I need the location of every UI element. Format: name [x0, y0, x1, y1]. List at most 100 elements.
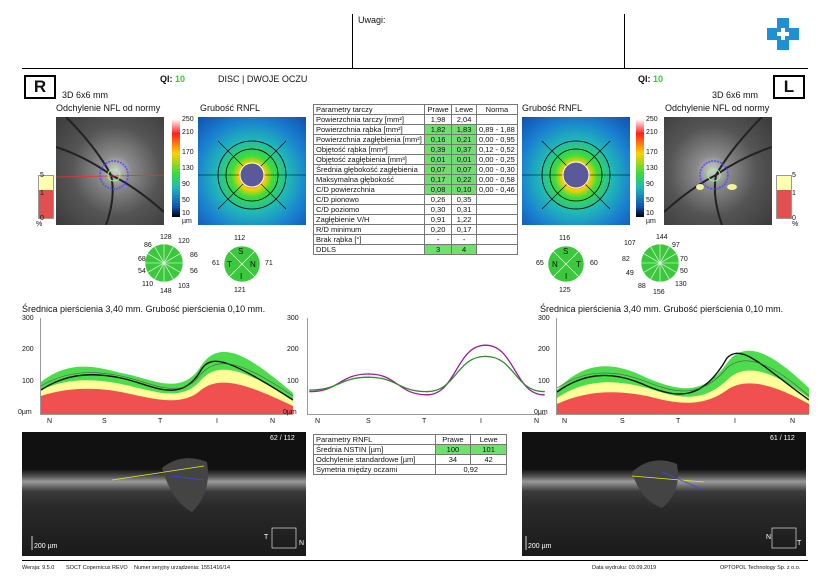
bscan-image-r[interactable] — [22, 432, 306, 556]
um-tick: 210 — [182, 129, 194, 136]
col-header: Parametry tarczy — [313, 104, 425, 115]
clock-value: 50 — [680, 268, 688, 275]
pct-tick: 5 — [792, 172, 796, 179]
value-left: 42 — [470, 454, 507, 465]
value-left: 1,83 — [451, 124, 477, 135]
value-left: 0,10 — [451, 184, 477, 195]
um-tick: 170 — [182, 149, 194, 156]
bscan-scale-r: 200 µm — [34, 543, 58, 550]
data-point — [367, 373, 370, 375]
data-point — [484, 355, 487, 358]
y-tick: 0µm — [534, 409, 548, 416]
value-right: 1,98 — [423, 114, 453, 125]
um-tick: 50 — [182, 197, 190, 204]
pct-tick: 1 — [792, 190, 796, 197]
scan-size-left: 3D 6x6 mm — [712, 90, 759, 100]
value-right: 0,16 — [423, 134, 453, 145]
y-tick: 100 — [287, 378, 299, 385]
table-row: Powierzchnia tarczy [mm²] 1,98 2,04 — [313, 114, 519, 125]
uwagi-field[interactable] — [357, 30, 619, 64]
y-tick: 300 — [538, 315, 550, 322]
footer-company: OPTOPOL Technology Sp. z o.o. — [720, 565, 801, 571]
clock-value: 86 — [144, 242, 152, 249]
clock-value: 49 — [626, 270, 634, 277]
ring-title-r: Średnica pierścienia 3,40 mm. Grubość pi… — [22, 304, 266, 314]
um-tick: 50 — [646, 197, 654, 204]
clock-value: 130 — [675, 281, 687, 288]
um-unit: µm — [182, 218, 192, 225]
x-tick: S — [102, 418, 107, 425]
quad-value: 116 — [559, 235, 571, 242]
table-row: C/D poziomo 0,30 0,31 — [313, 204, 519, 215]
value-right: 0,01 — [423, 154, 453, 165]
clock-value: 144 — [656, 234, 668, 241]
nfl-deviation-title-l: Odchylenie NFL od normy — [665, 103, 770, 113]
x-tick: N — [562, 418, 568, 425]
fundus-image-l[interactable] — [663, 116, 773, 226]
clock-value: 70 — [680, 256, 688, 263]
nfl-deviation-title-r: Odchylenie NFL od normy — [56, 103, 161, 113]
fundus-image-r[interactable] — [55, 116, 165, 226]
tsnit-chart-r[interactable] — [40, 318, 294, 415]
tsnit-svg-l — [556, 350, 810, 414]
quad-label: T — [576, 260, 581, 269]
y-tick: 0µm — [18, 409, 32, 416]
x-tick: N — [315, 418, 321, 425]
table-row: Brak rąbka [°] - - — [313, 234, 519, 245]
data-point — [543, 390, 545, 393]
value-right: 0,20 — [423, 224, 453, 235]
bscan-t-l: T — [797, 540, 802, 547]
table-row: Odchylenie standardowe [µm] 34 42 — [313, 454, 507, 465]
bscan-overlay-r — [31, 458, 297, 550]
quad-value: 71 — [265, 260, 273, 267]
rnfl-parameters-table: Parametry RNFL Prawe Lewe Średnia NSTIN … — [313, 434, 508, 475]
x-tick: S — [620, 418, 625, 425]
norm-value: 0,89 - 1,88 — [475, 124, 519, 135]
table-row: C/D powierzchnia 0,08 0,10 0,00 - 0,46 — [313, 184, 519, 195]
pct-tick: 5 — [40, 172, 44, 179]
y-tick: 200 — [287, 346, 299, 353]
col-header: Prawe — [423, 104, 453, 115]
bscan-n-l: N — [766, 534, 772, 541]
rnfl-thickness-map-l[interactable] — [522, 117, 630, 225]
rnfl-thickness-map-r[interactable] — [198, 117, 306, 225]
x-tick: N — [47, 418, 53, 425]
col-header: Prawe — [434, 434, 472, 445]
clock-hours-r — [144, 243, 184, 283]
x-tick: I — [216, 418, 218, 425]
col-header: Lewe — [470, 434, 507, 445]
y-tick: 0µm — [283, 409, 297, 416]
row-label: Powierzchnia zagłębienia [mm²] — [313, 134, 425, 145]
data-point — [309, 390, 311, 393]
clock-value: 68 — [138, 256, 146, 263]
data-point — [543, 394, 545, 396]
row-label: Symetria między oczami — [313, 464, 436, 475]
norm-value — [475, 224, 519, 235]
value-right: 34 — [434, 454, 472, 465]
uwagi-right-border — [624, 14, 625, 68]
y-tick: 100 — [22, 378, 34, 385]
tsnit-chart-l[interactable] — [556, 318, 810, 415]
series-line-right-eye — [309, 344, 545, 396]
norm-value — [475, 114, 519, 125]
value-right: 100 — [434, 444, 472, 455]
tsnit-comparison-chart[interactable] — [307, 318, 546, 415]
table-row: R/D minimum 0,20 0,17 — [313, 224, 519, 235]
clock-value: 128 — [160, 234, 172, 241]
data-point — [426, 394, 428, 396]
table-row: Symetria między oczami 0,92 — [313, 464, 508, 475]
quad-value: 65 — [536, 260, 544, 267]
x-tick: T — [676, 418, 681, 425]
pct-tick: 0 — [40, 215, 44, 222]
quad-label: N — [552, 260, 558, 269]
row-label: DDLS — [313, 244, 425, 255]
um-scale-l — [636, 119, 644, 217]
um-tick: 210 — [646, 129, 658, 136]
um-tick: 90 — [182, 181, 190, 188]
row-label: Odchylenie standardowe [µm] — [313, 454, 436, 465]
footer-serial: Numer seryjny urządzenia: 1551416/14 — [134, 565, 231, 571]
bscan-image-l[interactable] — [522, 432, 806, 556]
um-scale-r — [172, 119, 180, 217]
um-tick: 250 — [646, 116, 658, 123]
row-label: Średnia głębokość zagłębienia — [313, 164, 425, 175]
